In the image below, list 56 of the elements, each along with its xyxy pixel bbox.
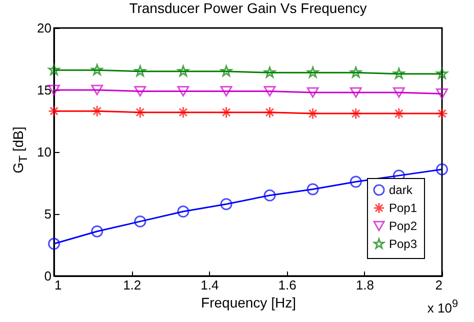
chart-title: Transducer Power Gain Vs Frequency xyxy=(129,0,367,16)
point xyxy=(393,68,405,79)
point xyxy=(350,87,362,98)
point xyxy=(177,106,190,118)
y-tick-label: 0 xyxy=(44,268,52,284)
point xyxy=(306,108,319,120)
y-tick-label: 5 xyxy=(44,206,52,222)
legend-label: Pop1 xyxy=(389,201,418,215)
legend-label: dark xyxy=(389,183,414,197)
point xyxy=(220,198,232,210)
point xyxy=(264,189,276,202)
y-tick-label: 15 xyxy=(37,82,52,98)
point xyxy=(436,88,448,100)
point xyxy=(177,206,190,218)
point xyxy=(91,105,104,118)
y-tick-label: 20 xyxy=(37,20,52,36)
x-tick-label: 2 xyxy=(435,278,442,292)
point xyxy=(177,65,189,76)
point xyxy=(264,86,276,97)
point xyxy=(436,163,448,176)
point xyxy=(48,238,60,250)
point xyxy=(220,86,232,97)
point xyxy=(306,87,319,98)
point xyxy=(91,225,104,238)
point xyxy=(350,108,362,120)
point xyxy=(392,87,405,98)
legend-label: Pop2 xyxy=(389,219,418,233)
x-tick-label: 1.6 xyxy=(278,278,296,292)
point xyxy=(306,183,319,196)
x-tick-label: 1.4 xyxy=(200,278,219,292)
legend-label: Pop3 xyxy=(389,237,418,251)
point xyxy=(220,106,232,118)
x-tick-label: 1.8 xyxy=(356,278,374,292)
x-tick-label: 1.2 xyxy=(123,278,142,292)
x-axis-title: Frequency [Hz] xyxy=(201,294,296,310)
point xyxy=(392,108,405,120)
point xyxy=(134,86,146,97)
text: x 10$^{9}$ xyxy=(427,298,458,316)
point xyxy=(307,66,319,78)
point xyxy=(264,66,276,78)
point xyxy=(220,65,232,76)
point xyxy=(91,84,104,96)
point xyxy=(350,66,362,78)
x-tick-label: 1 xyxy=(54,278,62,292)
point xyxy=(134,65,146,76)
point xyxy=(350,176,362,188)
point xyxy=(436,108,448,120)
y-tick-label: 10 xyxy=(37,144,52,160)
point xyxy=(48,105,60,118)
point xyxy=(436,68,448,79)
point xyxy=(134,215,146,228)
point xyxy=(264,106,276,118)
point xyxy=(134,106,146,118)
point xyxy=(177,86,190,97)
point xyxy=(91,64,103,76)
point xyxy=(48,64,60,76)
